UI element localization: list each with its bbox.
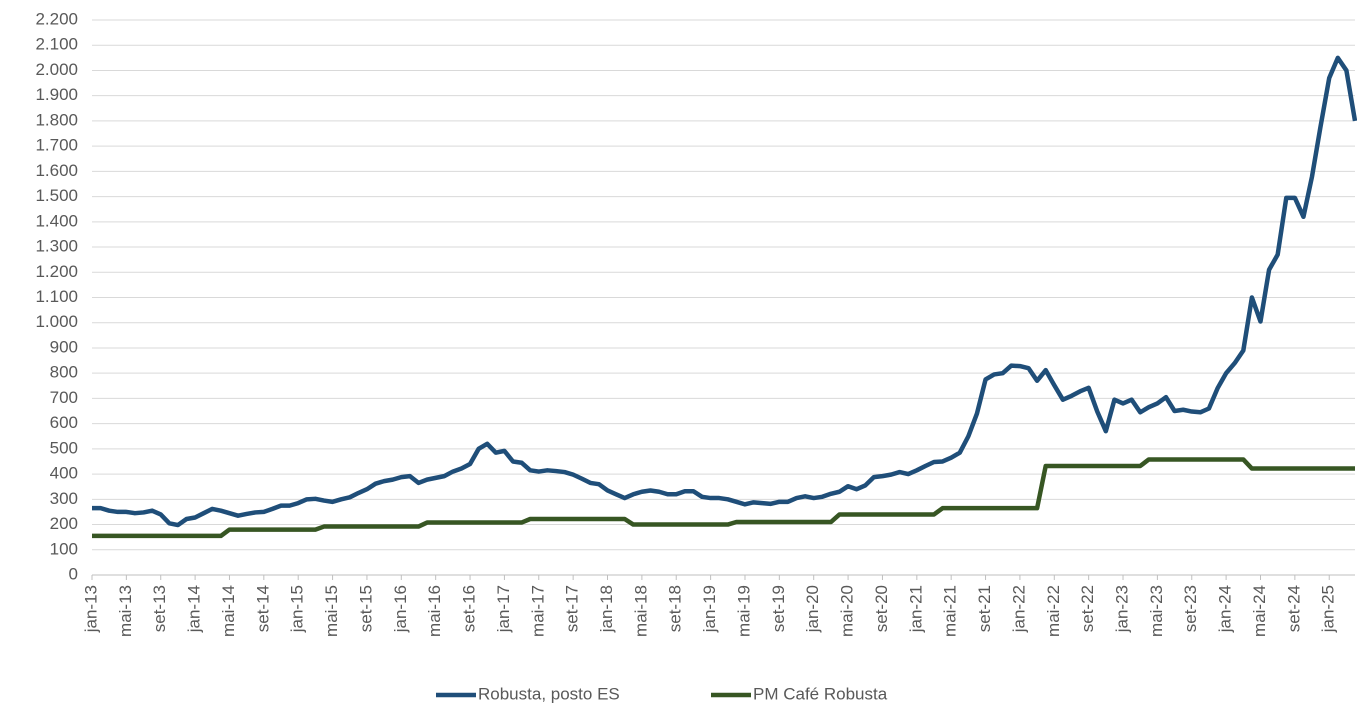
x-tick-label: mai-21 [941, 585, 960, 637]
x-tick-label: set-17 [563, 585, 582, 632]
x-tick-label: jan-24 [1216, 585, 1235, 633]
x-tick-label: set-19 [769, 585, 788, 632]
legend-label: PM Café Robusta [753, 684, 888, 703]
x-tick-label: jan-22 [1009, 585, 1028, 633]
x-tick-label: set-23 [1181, 585, 1200, 632]
y-tick-label: 1.400 [35, 211, 78, 230]
y-tick-label: 700 [50, 388, 78, 407]
y-tick-label: 900 [50, 337, 78, 356]
x-tick-label: mai-16 [425, 585, 444, 637]
x-tick-label: mai-15 [322, 585, 341, 637]
x-tick-label: jan-14 [185, 585, 204, 633]
y-tick-label: 500 [50, 438, 78, 457]
x-tick-label: jan-16 [391, 585, 410, 633]
x-tick-label: set-14 [253, 585, 272, 632]
y-tick-label: 2.100 [35, 35, 78, 54]
x-tick-label: mai-18 [631, 585, 650, 637]
x-tick-label: mai-13 [116, 585, 135, 637]
y-tick-label: 1.500 [35, 186, 78, 205]
x-tick-label: mai-19 [734, 585, 753, 637]
y-tick-label: 600 [50, 413, 78, 432]
x-tick-label: set-18 [666, 585, 685, 632]
y-tick-label: 2.200 [35, 9, 78, 28]
x-tick-label: mai-24 [1250, 585, 1269, 637]
y-tick-label: 1.300 [35, 237, 78, 256]
x-tick-label: jan-19 [700, 585, 719, 633]
x-tick-label: mai-22 [1044, 585, 1063, 637]
x-tick-label: jan-17 [494, 585, 513, 633]
y-tick-label: 1.700 [35, 136, 78, 155]
y-tick-label: 100 [50, 539, 78, 558]
x-tick-label: mai-23 [1147, 585, 1166, 637]
y-tick-label: 1.200 [35, 262, 78, 281]
x-tick-label: mai-14 [219, 585, 238, 637]
y-tick-label: 1.100 [35, 287, 78, 306]
y-tick-label: 400 [50, 464, 78, 483]
y-tick-label: 300 [50, 489, 78, 508]
x-tick-label: jan-15 [288, 585, 307, 633]
x-tick-label: set-16 [460, 585, 479, 632]
x-tick-label: set-21 [975, 585, 994, 632]
x-tick-label: set-20 [872, 585, 891, 632]
series-line [92, 55, 1357, 528]
y-tick-label: 1.000 [35, 312, 78, 331]
x-tick-label: jan-20 [803, 585, 822, 633]
y-tick-label: 200 [50, 514, 78, 533]
x-tick-label: mai-20 [838, 585, 857, 637]
x-tick-label: mai-17 [528, 585, 547, 637]
series-line [92, 457, 1355, 539]
y-tick-label: 2.000 [35, 60, 78, 79]
y-tick-label: 1.600 [35, 161, 78, 180]
x-tick-label: jan-21 [906, 585, 925, 633]
x-tick-label: jan-18 [597, 585, 616, 633]
x-tick-label: set-22 [1078, 585, 1097, 632]
x-tick-label: jan-13 [81, 585, 100, 633]
y-tick-label: 1.900 [35, 85, 78, 104]
x-tick-label: jan-23 [1113, 585, 1132, 633]
x-tick-label: set-13 [150, 585, 169, 632]
y-tick-label: 1.800 [35, 110, 78, 129]
legend: Robusta, posto ES PM Café Robusta [436, 684, 888, 703]
x-tick-label: jan-25 [1319, 585, 1338, 633]
y-tick-label: 0 [69, 564, 78, 583]
x-tick-label: set-15 [356, 585, 375, 632]
legend-label: Robusta, posto ES [478, 684, 620, 703]
y-tick-label: 800 [50, 363, 78, 382]
x-tick-label: set-24 [1284, 585, 1303, 632]
